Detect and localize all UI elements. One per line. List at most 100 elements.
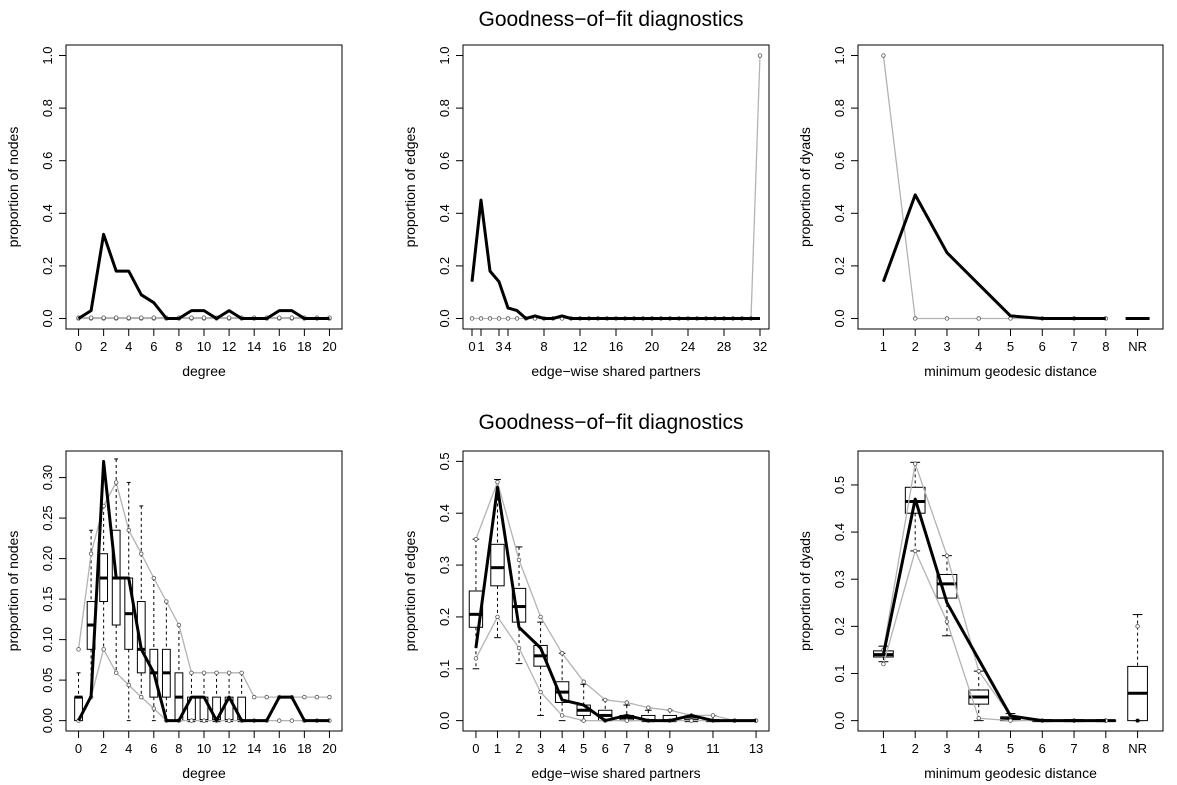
simulated-point <box>189 670 194 676</box>
x-axis-label: degree <box>182 765 226 781</box>
x-tick-label: 3 <box>537 741 544 756</box>
x-tick-label: 8 <box>645 741 652 756</box>
simulated-point <box>976 316 981 321</box>
y-tick-label: 0.4 <box>832 523 847 541</box>
simulated-point <box>327 694 332 700</box>
simulated-point <box>201 718 207 723</box>
simulated-point <box>495 479 500 485</box>
simulated-line <box>472 55 761 320</box>
y-tick-label: 0.0 <box>832 712 847 730</box>
simulated-point <box>473 656 479 661</box>
simulated-point <box>514 316 520 321</box>
simulated-point <box>126 682 131 688</box>
simulated-point <box>239 670 244 676</box>
x-tick-label: 7 <box>1070 339 1077 354</box>
y-tick-label: 0.25 <box>40 505 55 530</box>
simulated-point <box>139 315 144 320</box>
simulated-point <box>710 713 716 718</box>
x-tick-label: 14 <box>247 339 261 354</box>
plot-frame <box>65 44 343 330</box>
simulated-point <box>624 718 629 723</box>
simulated-point <box>469 316 475 321</box>
box <box>490 543 505 587</box>
simulated-point <box>164 599 169 604</box>
simulated-point <box>151 315 157 320</box>
simulated-point <box>881 661 886 667</box>
simulated-point <box>757 53 763 58</box>
y-tick-label: 0.0 <box>40 309 55 327</box>
simulated-point <box>189 718 194 723</box>
figure-title-top: Goodness−of−fit diagnostics <box>478 8 743 31</box>
x-tick-label: 9 <box>666 741 673 756</box>
y-tick-label: 0.10 <box>40 627 55 652</box>
y-tick-label: 0.0 <box>832 309 847 327</box>
y-tick-label: 0.1 <box>832 664 847 682</box>
y-axis-label: proportion of edges <box>402 127 418 248</box>
simulated-point <box>473 536 479 542</box>
simulated-point <box>496 316 502 321</box>
simulated-point <box>289 718 295 723</box>
x-tick-label: 32 <box>753 339 767 354</box>
x-tick-label: 4 <box>125 741 132 756</box>
simulated-point <box>101 647 106 652</box>
panel-2: 0.0 0.2 0.4 0.6 0.8 1.0 0 4 8 12 16 20 24 28 32 1 3 edge−… <box>402 44 770 379</box>
simulated-point <box>538 689 543 695</box>
box <box>136 601 146 674</box>
simulated-point <box>1008 718 1013 723</box>
x-tick-label: 2 <box>100 741 107 756</box>
x-tick-label: 18 <box>297 741 311 756</box>
simulated-point <box>559 651 565 656</box>
x-tick-label: 2 <box>100 339 107 354</box>
simulated-point <box>559 713 565 718</box>
x-tick-label: 1 <box>494 741 501 756</box>
simulated-point <box>944 553 950 558</box>
x-tick-label: 2 <box>515 741 522 756</box>
observed-line <box>881 497 1106 723</box>
y-axis-label: proportion of edges <box>402 531 418 652</box>
x-tick-label: 18 <box>297 339 311 354</box>
simulated-point <box>113 315 119 320</box>
y-axis-label: proportion of nodes <box>5 531 21 652</box>
y-tick-label: 0.8 <box>437 99 452 117</box>
simulated-point <box>976 716 981 721</box>
x-tick-label: 24 <box>681 339 695 354</box>
y-tick-label: 0.1 <box>437 660 452 678</box>
simulated-point <box>478 316 484 321</box>
y-tick-label: 0.4 <box>40 204 55 222</box>
simulated-line <box>882 55 1106 320</box>
x-axis-label: edge−wise shared partners <box>531 765 700 781</box>
panel-6: 0.0 0.1 0.2 0.3 0.4 0.5 1 2 3 4 5 6 7 8 NR minimum geod… <box>797 450 1164 781</box>
y-tick-label: 0.2 <box>832 617 847 635</box>
x-tick-label: 4 <box>504 339 511 354</box>
simulated-point <box>264 694 269 700</box>
simulated-point <box>495 614 500 620</box>
y-tick-label: 0.6 <box>437 152 452 170</box>
simulated-point <box>912 316 918 321</box>
observed-nr <box>1135 718 1140 723</box>
x-tick-label: 20 <box>322 741 336 756</box>
y-tick-label: 0.05 <box>40 667 55 692</box>
y-tick-label: 0.3 <box>832 570 847 588</box>
simulated-point <box>289 315 295 320</box>
y-tick-label: 0.15 <box>40 586 55 611</box>
simulated-point <box>487 316 493 321</box>
panel-3: 0.0 0.2 0.4 0.6 0.8 1.0 1 2 3 4 5 6 7 8 NR minimum geod… <box>797 44 1164 379</box>
simulated-point <box>1135 624 1140 629</box>
simulated-point <box>667 708 673 713</box>
x-tick-label: 8 <box>175 741 182 756</box>
simulated-point <box>113 480 119 485</box>
x-tick-label: 16 <box>272 339 286 354</box>
simulated-point <box>189 315 194 320</box>
plot-grid: 0.00.20.40.60.81.00 2 4 6 8 10 12 14 16 18 20degre… <box>5 44 1164 781</box>
x-tick-label: 3 <box>495 339 502 354</box>
y-tick-label: 0.4 <box>437 204 452 222</box>
simulated-point <box>139 551 144 556</box>
x-tick-label: 1 <box>477 339 484 354</box>
x-axis-label: minimum geodesic distance <box>924 765 1097 781</box>
observed-line <box>470 198 760 320</box>
x-tick-label: 6 <box>1039 741 1046 756</box>
x-tick-label: 6 <box>602 741 609 756</box>
y-tick-label: 0.5 <box>832 476 847 494</box>
simulated-point <box>176 622 182 628</box>
x-tick-label: 8 <box>540 339 547 354</box>
